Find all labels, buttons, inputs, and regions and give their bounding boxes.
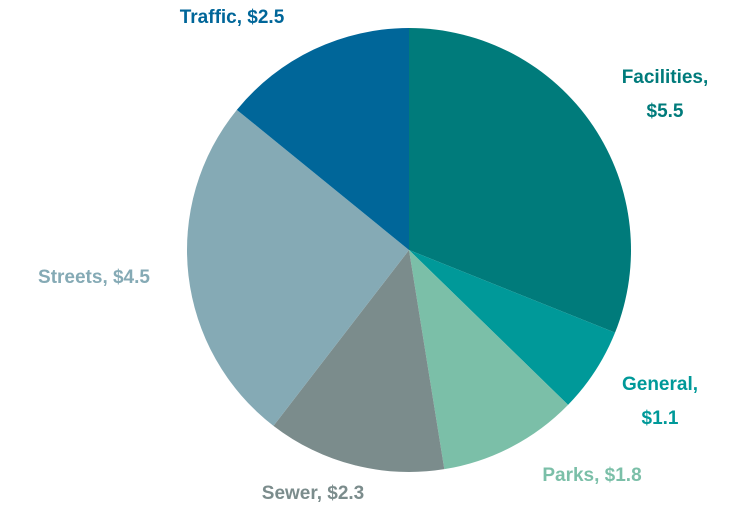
label-line: $1.1 — [642, 408, 679, 429]
label-line: Facilities, — [622, 67, 709, 88]
pie-slice — [409, 250, 616, 405]
slice-label: Facilities, $5.5 — [622, 67, 709, 122]
slice-label: Traffic, $2.5 — [180, 7, 285, 28]
label-line: $5.5 — [647, 101, 684, 122]
slice-label: Streets, $4.5 — [38, 267, 150, 288]
label-line: General, — [622, 374, 698, 395]
pie-slice — [187, 109, 409, 426]
pie-slice — [273, 250, 445, 472]
pie-slice — [409, 28, 631, 333]
slice-label: Parks, $1.8 — [542, 465, 641, 486]
pie-slice — [236, 28, 409, 250]
pie-slice — [409, 250, 569, 470]
slice-label: Sewer, $2.3 — [262, 483, 364, 504]
slice-label: General, $1.1 — [622, 374, 698, 429]
